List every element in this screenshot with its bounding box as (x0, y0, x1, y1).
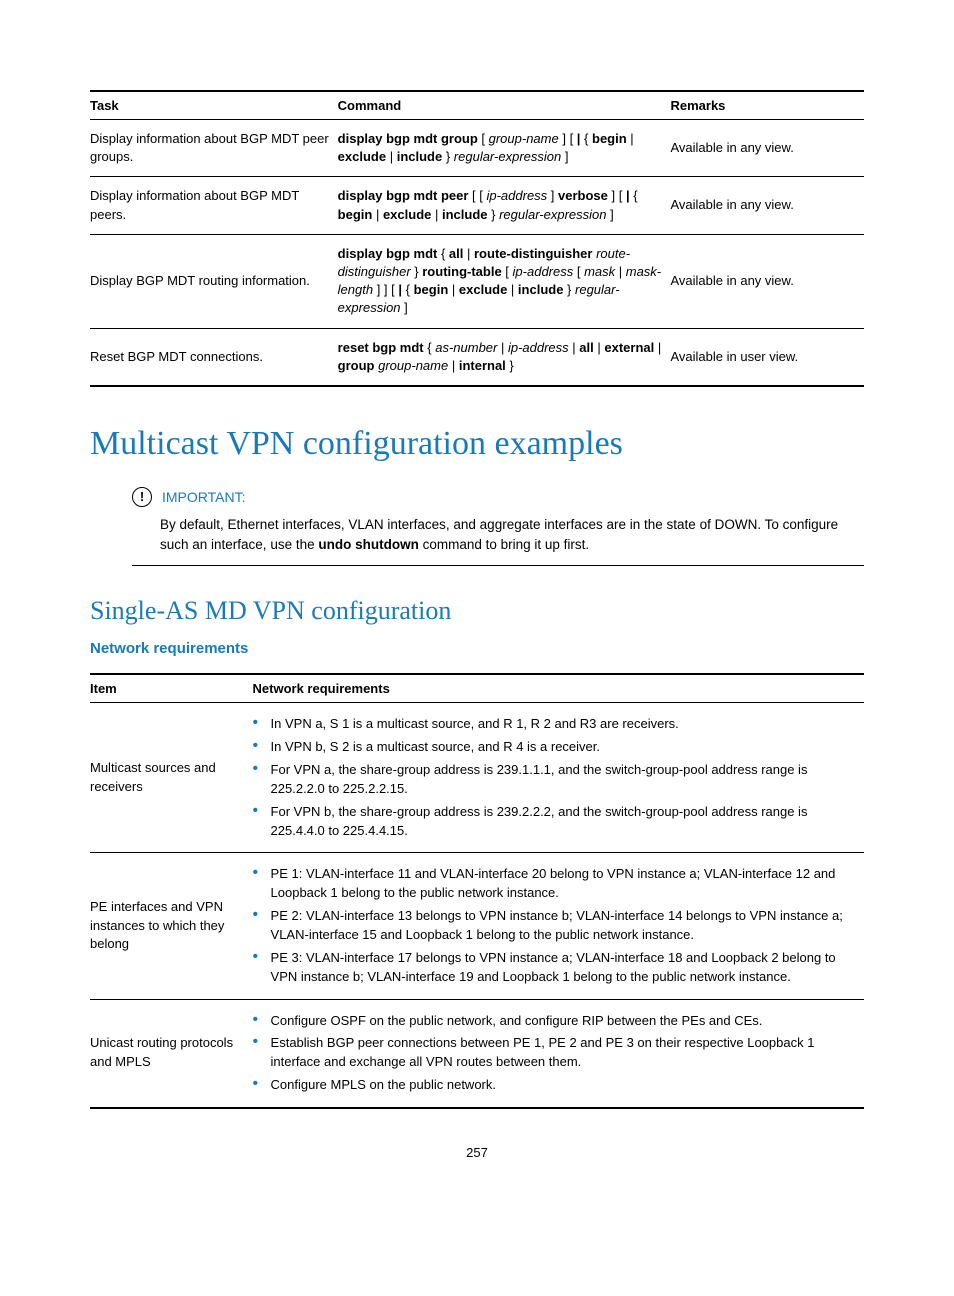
list-item: In VPN b, S 2 is a multicast source, and… (253, 738, 856, 757)
table-row: Display information about BGP MDT peer g… (90, 120, 864, 177)
cell-req: In VPN a, S 1 is a multicast source, and… (253, 703, 864, 853)
important-text: By default, Ethernet interfaces, VLAN in… (160, 515, 864, 556)
table-row: PE interfaces and VPN instances to which… (90, 853, 864, 999)
requirements-table: Item Network requirements Multicast sour… (90, 673, 864, 1109)
list-item: Configure MPLS on the public network. (253, 1076, 856, 1095)
cell-task: Reset BGP MDT connections. (90, 328, 338, 386)
cell-item: PE interfaces and VPN instances to which… (90, 853, 253, 999)
cell-command: display bgp mdt peer [ [ ip-address ] ve… (338, 177, 671, 234)
table-row: Display BGP MDT routing information. dis… (90, 234, 864, 328)
cell-command: display bgp mdt group [ group-name ] [ |… (338, 120, 671, 177)
cell-command: reset bgp mdt { as-number | ip-address |… (338, 328, 671, 386)
th-task: Task (90, 91, 338, 120)
th-item: Item (90, 674, 253, 703)
cell-remarks: Available in any view. (670, 120, 864, 177)
cell-remarks: Available in user view. (670, 328, 864, 386)
cell-req: Configure OSPF on the public network, an… (253, 999, 864, 1108)
th-command: Command (338, 91, 671, 120)
list-item: Establish BGP peer connections between P… (253, 1034, 856, 1072)
cell-req: PE 1: VLAN-interface 11 and VLAN-interfa… (253, 853, 864, 999)
table-row: Reset BGP MDT connections. reset bgp mdt… (90, 328, 864, 386)
important-block: ! IMPORTANT: By default, Ethernet interf… (132, 487, 864, 567)
list-item: For VPN a, the share-group address is 23… (253, 761, 856, 799)
table-row: Multicast sources and receivers In VPN a… (90, 703, 864, 853)
cell-item: Unicast routing protocols and MPLS (90, 999, 253, 1108)
important-icon: ! (132, 487, 152, 507)
command-table: Task Command Remarks Display information… (90, 90, 864, 387)
cell-task: Display information about BGP MDT peers. (90, 177, 338, 234)
page-number: 257 (90, 1145, 864, 1160)
cell-item: Multicast sources and receivers (90, 703, 253, 853)
cell-task: Display BGP MDT routing information. (90, 234, 338, 328)
list-item: PE 1: VLAN-interface 11 and VLAN-interfa… (253, 865, 856, 903)
cell-remarks: Available in any view. (670, 234, 864, 328)
list-item: Configure OSPF on the public network, an… (253, 1012, 856, 1031)
table-row: Unicast routing protocols and MPLS Confi… (90, 999, 864, 1108)
heading-2: Single-AS MD VPN configuration (90, 596, 864, 626)
cell-remarks: Available in any view. (670, 177, 864, 234)
cell-command: display bgp mdt { all | route-distinguis… (338, 234, 671, 328)
important-label: IMPORTANT: (162, 489, 246, 505)
cell-task: Display information about BGP MDT peer g… (90, 120, 338, 177)
heading-3: Network requirements (90, 640, 864, 657)
heading-1: Multicast VPN configuration examples (90, 425, 864, 463)
list-item: PE 2: VLAN-interface 13 belongs to VPN i… (253, 907, 856, 945)
list-item: For VPN b, the share-group address is 23… (253, 803, 856, 841)
list-item: PE 3: VLAN-interface 17 belongs to VPN i… (253, 949, 856, 987)
table-row: Display information about BGP MDT peers.… (90, 177, 864, 234)
th-req: Network requirements (253, 674, 864, 703)
list-item: In VPN a, S 1 is a multicast source, and… (253, 715, 856, 734)
th-remarks: Remarks (670, 91, 864, 120)
